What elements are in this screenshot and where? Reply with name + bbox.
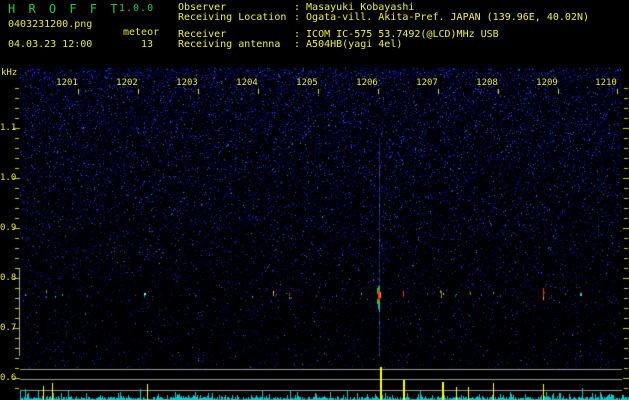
output-filename: 0403231200.png [8, 19, 93, 30]
station-row-value: Masayuki Kobayashi [306, 2, 415, 13]
station-row-value: Ogata-vill. Akita-Pref. JAPAN (139.96E, … [306, 12, 589, 23]
app-version: 1.0.0 [119, 3, 155, 14]
station-row-receiver: Receiver : ICOM IC-575 53.7492(@LCD)MHz … [178, 30, 499, 40]
echo-count: 13 [141, 39, 154, 50]
station-row-label: Receiving antenna [178, 39, 281, 50]
app-title: H R O F F T [8, 2, 121, 16]
station-row-label: Receiving Location [178, 12, 287, 23]
station-row-label: Receiver [178, 29, 227, 40]
station-row-value: ICOM IC-575 53.7492(@LCD)MHz USB [306, 29, 499, 40]
header: H R O F F T 1.0.0 0403231200.png meteor … [0, 0, 629, 68]
station-row-location: Receiving Location : Ogata-vill. Akita-P… [178, 13, 589, 23]
station-row-observer: Observer : Masayuki Kobayashi [178, 3, 414, 13]
station-row-label: Observer [178, 2, 227, 13]
datetime-label: 04.03.23 12:00 [8, 39, 93, 50]
station-row-separator: : [294, 39, 301, 50]
station-row-value: A504HB(yagi 4el) [306, 39, 403, 50]
station-row-separator: : [294, 29, 301, 40]
mode-label: meteor [123, 27, 160, 38]
station-row-separator: : [294, 2, 301, 13]
station-row-separator: : [294, 12, 301, 23]
station-row-antenna: Receiving antenna : A504HB(yagi 4el) [178, 40, 402, 50]
